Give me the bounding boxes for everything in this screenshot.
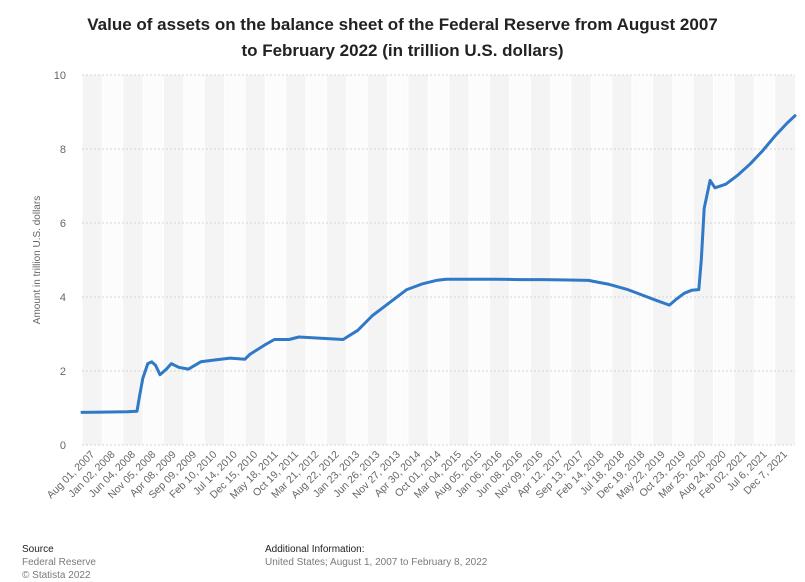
grid-stripe xyxy=(591,75,612,445)
grid-stripe xyxy=(387,75,408,445)
y-tick-label: 2 xyxy=(60,366,66,378)
source-name[interactable]: Federal Reserve xyxy=(22,557,96,568)
grid-stripe xyxy=(265,75,286,445)
y-tick-label: 6 xyxy=(60,218,66,230)
grid-stripe xyxy=(306,75,327,445)
grid-stripe xyxy=(550,75,571,445)
grid-stripe xyxy=(428,75,449,445)
y-tick-label: 8 xyxy=(60,144,66,156)
grid-stripe xyxy=(346,75,368,445)
grid-stripe xyxy=(224,75,245,445)
grid-stripe xyxy=(469,75,490,445)
grid-stripe xyxy=(713,75,734,445)
grid-stripe xyxy=(102,75,123,445)
source-heading: Source xyxy=(22,544,54,555)
y-tick-label: 10 xyxy=(54,70,66,82)
additional-info-block: Additional Information: United States; A… xyxy=(265,543,487,569)
y-tick-label: 4 xyxy=(60,292,66,304)
grid-stripe xyxy=(632,75,653,445)
grid-stripe xyxy=(143,75,164,445)
y-axis-label: Amount in trillion U.S. dollars xyxy=(32,196,43,324)
grid-stripe xyxy=(509,75,531,445)
chart-title: Value of assets on the balance sheet of … xyxy=(0,12,805,64)
y-tick-label: 0 xyxy=(60,440,66,452)
chart-title-line-1: Value of assets on the balance sheet of … xyxy=(87,15,718,34)
grid-stripe xyxy=(672,75,694,445)
additional-info-text: United States; August 1, 2007 to Februar… xyxy=(265,557,488,568)
grid-stripe xyxy=(183,75,205,445)
copyright: © Statista 2022 xyxy=(22,570,91,581)
source-block: Source Federal Reserve © Statista 2022 xyxy=(22,543,96,582)
grid-stripe xyxy=(754,75,775,445)
series-line xyxy=(80,114,797,414)
additional-info-heading: Additional Information: xyxy=(265,544,365,555)
chart-title-line-2: to February 2022 (in trillion U.S. dolla… xyxy=(241,41,564,60)
